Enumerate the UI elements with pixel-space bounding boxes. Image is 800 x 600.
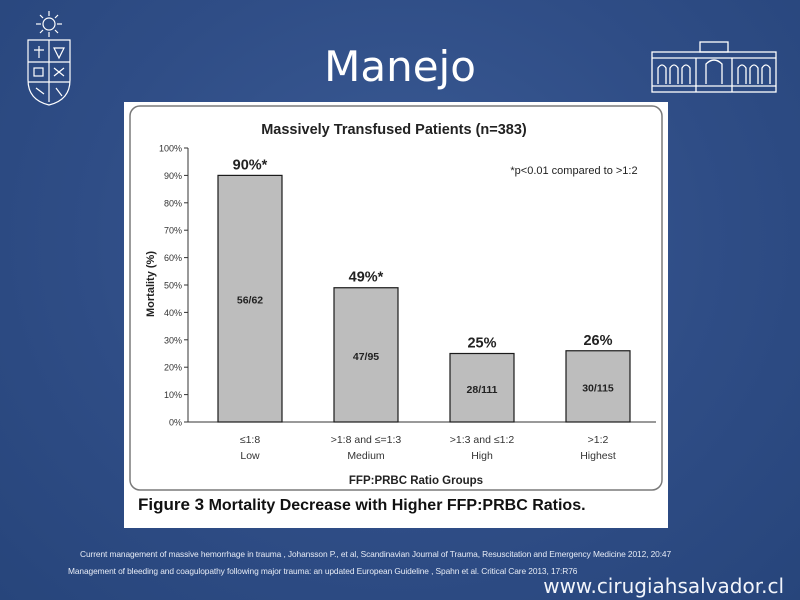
x-tick-sublabel: Low bbox=[240, 450, 260, 462]
bar-value-label: 90%* bbox=[233, 157, 268, 173]
y-tick-label: 70% bbox=[164, 226, 182, 236]
bar bbox=[449, 352, 515, 423]
bar-value-label: 49%* bbox=[349, 270, 384, 286]
y-tick-label: 10% bbox=[164, 390, 182, 400]
x-tick-sublabel: Highest bbox=[580, 450, 616, 462]
significance-note: *p<0.01 compared to >1:2 bbox=[510, 165, 637, 177]
bar bbox=[565, 350, 631, 423]
bar-count-label: 56/62 bbox=[237, 295, 263, 307]
y-tick-label: 80% bbox=[164, 198, 182, 208]
reference-2: Management of bleeding and coagulopathy … bbox=[68, 566, 578, 576]
reference-1: Current management of massive hemorrhage… bbox=[80, 549, 672, 559]
y-tick-label: 50% bbox=[164, 281, 182, 291]
y-tick-label: 40% bbox=[164, 308, 182, 318]
bar bbox=[217, 174, 283, 423]
x-axis-label: FFP:PRBC Ratio Groups bbox=[349, 475, 483, 487]
bar-value-label: 26% bbox=[583, 333, 612, 349]
bar-count-label: 47/95 bbox=[353, 351, 379, 363]
figure-label: Figure 3 bbox=[138, 495, 205, 514]
y-tick-label: 0% bbox=[169, 418, 182, 428]
x-tick-label: >1:8 and ≤=1:3 bbox=[331, 434, 402, 446]
x-tick-label: >1:2 bbox=[588, 434, 609, 446]
figure-caption-text: Mortality Decrease with Higher FFP:PRBC … bbox=[208, 497, 582, 514]
slide-title: Manejo bbox=[324, 42, 476, 91]
y-tick-label: 60% bbox=[164, 253, 182, 263]
website-url: www.cirugiahsalvador.cl bbox=[543, 574, 784, 598]
y-tick-label: 90% bbox=[164, 171, 182, 181]
bar bbox=[333, 287, 399, 423]
chart-title: Massively Transfused Patients (n=383) bbox=[261, 122, 527, 138]
y-tick-label: 20% bbox=[164, 363, 182, 373]
bar-chart: Massively Transfused Patients (n=383) *p… bbox=[129, 105, 663, 491]
x-tick-sublabel: High bbox=[471, 450, 493, 462]
y-tick-label: 30% bbox=[164, 335, 182, 345]
figure-panel: Massively Transfused Patients (n=383) *p… bbox=[124, 102, 668, 528]
y-axis-label: Mortality (%) bbox=[145, 251, 157, 317]
university-crest-logo bbox=[24, 10, 74, 106]
figure-caption-end: . bbox=[581, 497, 586, 514]
bar-value-label: 25% bbox=[467, 336, 496, 352]
x-tick-label: ≤1:8 bbox=[240, 434, 261, 446]
x-tick-sublabel: Medium bbox=[347, 450, 385, 462]
bar-count-label: 28/111 bbox=[467, 384, 498, 396]
hospital-building-logo bbox=[650, 40, 778, 96]
y-tick-label: 100% bbox=[159, 144, 182, 154]
x-tick-label: >1:3 and ≤1:2 bbox=[450, 434, 515, 446]
bar-count-label: 30/115 bbox=[582, 382, 614, 394]
figure-caption: Figure 3 Mortality Decrease with Higher … bbox=[138, 495, 586, 515]
